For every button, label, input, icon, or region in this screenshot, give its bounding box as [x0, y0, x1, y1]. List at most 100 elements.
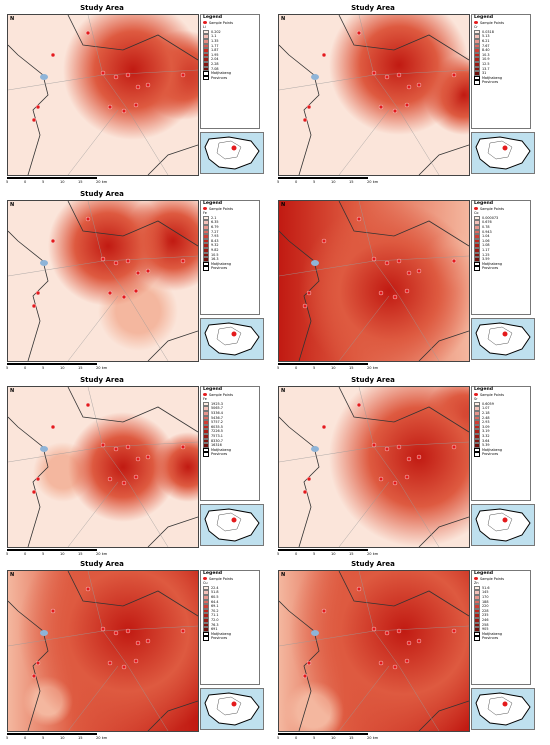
- sample-point[interactable]: [107, 476, 113, 482]
- sample-point[interactable]: [302, 303, 308, 309]
- sample-point[interactable]: [107, 660, 113, 666]
- sample-point[interactable]: [121, 480, 127, 486]
- sample-point[interactable]: [406, 270, 412, 276]
- interpolation-map[interactable]: [7, 200, 199, 362]
- sample-point[interactable]: [302, 673, 308, 679]
- sample-point[interactable]: [392, 664, 398, 670]
- sample-point[interactable]: [85, 586, 91, 592]
- sample-point[interactable]: [145, 268, 151, 274]
- sample-point[interactable]: [396, 444, 402, 450]
- sample-point[interactable]: [31, 303, 37, 309]
- sample-point[interactable]: [356, 30, 362, 36]
- sample-point[interactable]: [31, 489, 37, 495]
- sample-point[interactable]: [100, 70, 106, 76]
- sample-point[interactable]: [371, 256, 377, 262]
- sample-point[interactable]: [31, 673, 37, 679]
- interpolation-map[interactable]: [7, 14, 199, 176]
- sample-point[interactable]: [321, 424, 327, 430]
- sample-point[interactable]: [125, 444, 131, 450]
- sample-point[interactable]: [396, 72, 402, 78]
- sample-point[interactable]: [451, 72, 457, 78]
- sample-point[interactable]: [35, 104, 41, 110]
- sample-point[interactable]: [133, 102, 139, 108]
- sample-point[interactable]: [145, 454, 151, 460]
- sample-point[interactable]: [113, 446, 119, 452]
- sample-point[interactable]: [404, 102, 410, 108]
- sample-point[interactable]: [378, 290, 384, 296]
- sample-point[interactable]: [113, 260, 119, 266]
- sample-point[interactable]: [378, 476, 384, 482]
- interpolation-map[interactable]: [278, 386, 470, 548]
- sample-point[interactable]: [404, 288, 410, 294]
- sample-point[interactable]: [107, 104, 113, 110]
- sample-point[interactable]: [384, 446, 390, 452]
- sample-point[interactable]: [180, 258, 186, 264]
- sample-point[interactable]: [302, 117, 308, 123]
- sample-point[interactable]: [416, 82, 422, 88]
- sample-point[interactable]: [135, 456, 141, 462]
- sample-point[interactable]: [306, 290, 312, 296]
- sample-point[interactable]: [321, 608, 327, 614]
- sample-point[interactable]: [451, 628, 457, 634]
- sample-point[interactable]: [451, 258, 457, 264]
- sample-point[interactable]: [306, 660, 312, 666]
- sample-point[interactable]: [384, 260, 390, 266]
- sample-point[interactable]: [135, 84, 141, 90]
- sample-point[interactable]: [113, 74, 119, 80]
- sample-point[interactable]: [100, 256, 106, 262]
- sample-point[interactable]: [356, 216, 362, 222]
- sample-point[interactable]: [100, 442, 106, 448]
- sample-point[interactable]: [378, 104, 384, 110]
- sample-point[interactable]: [396, 258, 402, 264]
- sample-point[interactable]: [392, 108, 398, 114]
- sample-point[interactable]: [50, 608, 56, 614]
- sample-point[interactable]: [416, 268, 422, 274]
- sample-point[interactable]: [135, 640, 141, 646]
- sample-point[interactable]: [145, 82, 151, 88]
- sample-point[interactable]: [180, 628, 186, 634]
- sample-point[interactable]: [85, 216, 91, 222]
- sample-point[interactable]: [371, 70, 377, 76]
- sample-point[interactable]: [321, 52, 327, 58]
- sample-point[interactable]: [50, 424, 56, 430]
- sample-point[interactable]: [113, 630, 119, 636]
- sample-point[interactable]: [85, 30, 91, 36]
- interpolation-map[interactable]: [7, 386, 199, 548]
- sample-point[interactable]: [396, 628, 402, 634]
- sample-point[interactable]: [451, 444, 457, 450]
- sample-point[interactable]: [306, 476, 312, 482]
- sample-point[interactable]: [85, 402, 91, 408]
- sample-point[interactable]: [133, 288, 139, 294]
- sample-point[interactable]: [392, 294, 398, 300]
- sample-point[interactable]: [371, 626, 377, 632]
- sample-point[interactable]: [35, 290, 41, 296]
- sample-point[interactable]: [406, 640, 412, 646]
- sample-point[interactable]: [416, 454, 422, 460]
- sample-point[interactable]: [100, 626, 106, 632]
- sample-point[interactable]: [125, 72, 131, 78]
- sample-point[interactable]: [302, 489, 308, 495]
- sample-point[interactable]: [406, 84, 412, 90]
- interpolation-map[interactable]: [7, 570, 199, 732]
- sample-point[interactable]: [50, 52, 56, 58]
- sample-point[interactable]: [133, 658, 139, 664]
- sample-point[interactable]: [121, 294, 127, 300]
- sample-point[interactable]: [371, 442, 377, 448]
- sample-point[interactable]: [306, 104, 312, 110]
- sample-point[interactable]: [35, 476, 41, 482]
- sample-point[interactable]: [180, 72, 186, 78]
- sample-point[interactable]: [125, 628, 131, 634]
- sample-point[interactable]: [384, 74, 390, 80]
- sample-point[interactable]: [133, 474, 139, 480]
- sample-point[interactable]: [356, 586, 362, 592]
- sample-point[interactable]: [404, 474, 410, 480]
- sample-point[interactable]: [35, 660, 41, 666]
- sample-point[interactable]: [180, 444, 186, 450]
- sample-point[interactable]: [145, 638, 151, 644]
- sample-point[interactable]: [121, 664, 127, 670]
- sample-point[interactable]: [404, 658, 410, 664]
- interpolation-map[interactable]: [278, 14, 470, 176]
- interpolation-map[interactable]: [278, 570, 470, 732]
- sample-point[interactable]: [356, 402, 362, 408]
- sample-point[interactable]: [321, 238, 327, 244]
